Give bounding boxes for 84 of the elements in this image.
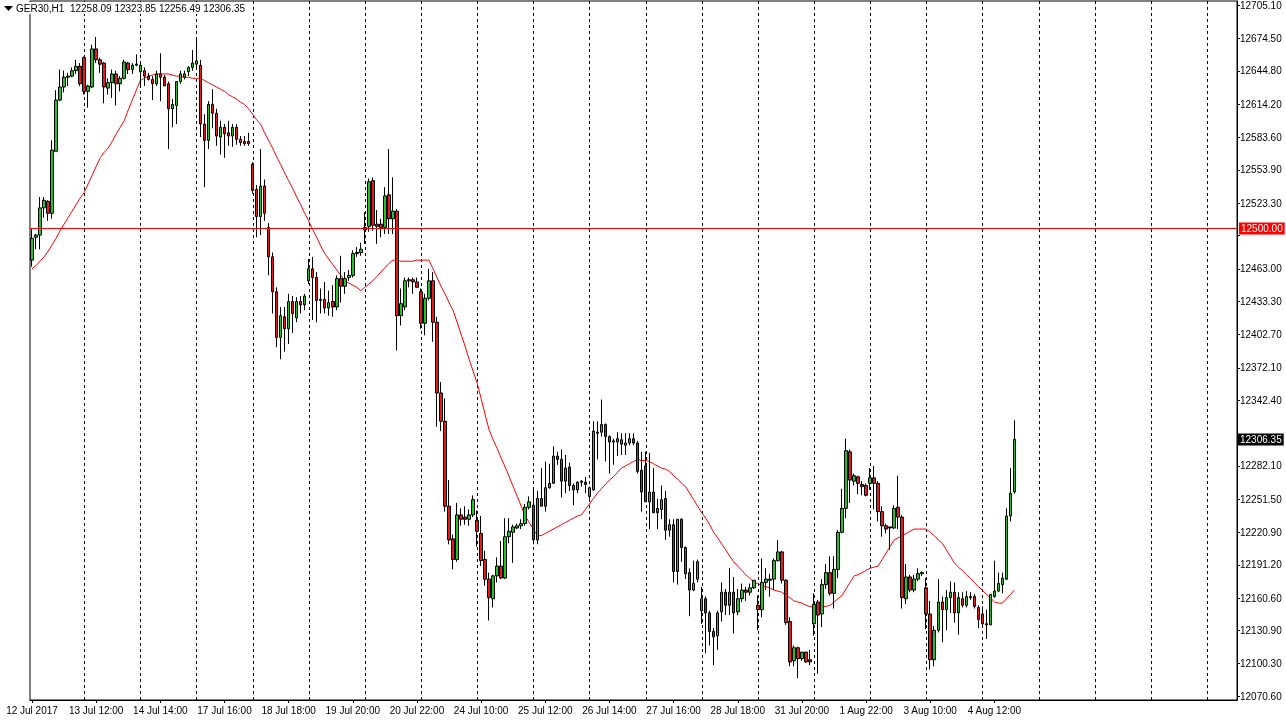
y-tick-label: 12583.60 xyxy=(1240,132,1283,144)
candlestick xyxy=(672,518,675,583)
candlestick xyxy=(744,586,748,602)
candlestick xyxy=(584,476,587,494)
candlestick xyxy=(696,559,699,583)
candlestick xyxy=(114,70,118,107)
y-tick-label: 12070.60 xyxy=(1240,690,1283,702)
candlestick xyxy=(720,581,723,623)
y-tick-label: 12191.20 xyxy=(1240,559,1283,571)
y-tick-label: 12220.90 xyxy=(1240,526,1283,538)
candlestick xyxy=(183,70,186,80)
x-tick-label: 1 Aug 22:00 xyxy=(839,704,894,716)
candlestick xyxy=(411,277,415,295)
y-tick-label: 12523.30 xyxy=(1240,197,1283,209)
y-tick-label: 12372.10 xyxy=(1240,362,1283,374)
candlestick xyxy=(808,649,812,666)
candlestick xyxy=(387,148,391,235)
y-tick-label: 12160.60 xyxy=(1240,592,1283,604)
candlestick xyxy=(977,604,980,629)
candlestick xyxy=(620,432,623,456)
x-tick-label: 24 Jul 10:00 xyxy=(453,704,509,716)
y-tick-label: 12433.30 xyxy=(1240,295,1283,307)
candlestick xyxy=(359,242,363,257)
candlestick xyxy=(311,256,314,321)
x-tick-label: 26 Jul 14:00 xyxy=(582,704,638,716)
candlestick xyxy=(860,480,864,496)
candlestick xyxy=(223,123,226,159)
y-tick-label: 12674.50 xyxy=(1240,33,1283,45)
candlestick xyxy=(323,281,326,314)
candlestick xyxy=(973,593,976,610)
candlestick xyxy=(560,449,563,498)
y-tick-label: 12463.00 xyxy=(1240,263,1283,275)
candlestick xyxy=(648,452,651,530)
x-tick-label: 31 Jul 20:00 xyxy=(774,704,830,716)
candlestick xyxy=(151,75,154,101)
y-tick-label: 12644.80 xyxy=(1240,65,1283,77)
x-tick-label: 25 Jul 12:00 xyxy=(518,704,573,716)
candlestick xyxy=(965,590,968,608)
y-tick-label: 12402.70 xyxy=(1240,328,1283,340)
text: 12306.35 xyxy=(1240,433,1283,445)
chart-title: GER30,H1 12258.09 12323.85 12256.49 12306.35 xyxy=(16,2,246,14)
x-tick-label: 28 Jul 18:00 xyxy=(710,704,766,716)
x-tick-label: 4 Aug 12:00 xyxy=(967,704,1022,716)
y-tick-label: 12553.90 xyxy=(1240,164,1283,176)
x-tick-label: 18 Jul 18:00 xyxy=(261,704,317,716)
x-tick-label: 14 Jul 14:00 xyxy=(133,704,188,716)
candlestick xyxy=(804,651,808,664)
candlestick xyxy=(676,518,679,586)
x-tick-label: 19 Jul 20:00 xyxy=(325,704,381,716)
candlestick xyxy=(856,475,860,495)
x-tick-label: 20 Jul 22:00 xyxy=(389,704,445,716)
candlestick xyxy=(143,66,146,87)
candlestick xyxy=(243,135,246,147)
candlestick xyxy=(126,61,130,75)
candlestick xyxy=(38,196,42,250)
x-tick-label: 13 Jul 12:00 xyxy=(68,704,124,716)
y-tick-label: 12130.90 xyxy=(1240,624,1283,636)
y-tick-label: 12251.50 xyxy=(1240,493,1283,505)
y-tick-label: 12705.10 xyxy=(1240,0,1283,11)
candlestick xyxy=(463,505,467,526)
x-tick-label: 12 Jul 2017 xyxy=(6,704,59,716)
candlestick xyxy=(920,571,924,577)
candlestick xyxy=(503,517,507,580)
candlestick xyxy=(235,123,238,146)
candlestick xyxy=(159,52,162,102)
candlestick xyxy=(247,132,250,147)
candlestick xyxy=(796,646,800,679)
candlestick xyxy=(102,61,106,104)
candlestick xyxy=(303,293,306,311)
y-tick-label: 12342.40 xyxy=(1240,394,1283,406)
candlestick xyxy=(564,454,567,494)
y-tick-label: 12282.10 xyxy=(1240,460,1283,472)
x-tick-label: 27 Jul 16:00 xyxy=(646,704,702,716)
candlestick xyxy=(624,432,627,456)
ref-line-label: 12500.00 xyxy=(1241,223,1284,235)
x-tick-label: 3 Aug 10:00 xyxy=(903,704,958,716)
candlestick xyxy=(231,123,234,148)
candlestick xyxy=(351,249,355,279)
candlestick xyxy=(259,148,262,236)
y-tick-label: 12614.20 xyxy=(1240,98,1283,110)
candlestick xyxy=(664,490,667,541)
x-tick-label: 17 Jul 16:00 xyxy=(197,704,253,716)
candlestick xyxy=(544,461,547,513)
y-tick-label: 12100.30 xyxy=(1240,658,1283,670)
